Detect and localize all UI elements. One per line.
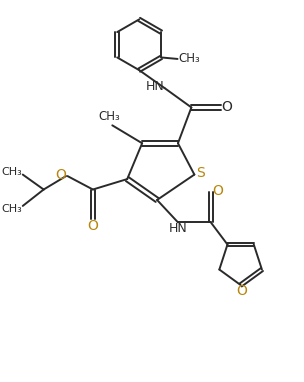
Text: O: O	[237, 284, 247, 298]
Text: CH₃: CH₃	[179, 52, 200, 65]
Text: CH₃: CH₃	[98, 110, 120, 123]
Text: HN: HN	[146, 80, 164, 93]
Text: S: S	[197, 166, 205, 180]
Text: HN: HN	[169, 222, 187, 235]
Text: O: O	[221, 100, 232, 115]
Text: CH₃: CH₃	[1, 167, 22, 176]
Text: O: O	[56, 168, 66, 181]
Text: O: O	[88, 219, 98, 233]
Text: CH₃: CH₃	[1, 204, 22, 214]
Text: O: O	[212, 184, 223, 198]
